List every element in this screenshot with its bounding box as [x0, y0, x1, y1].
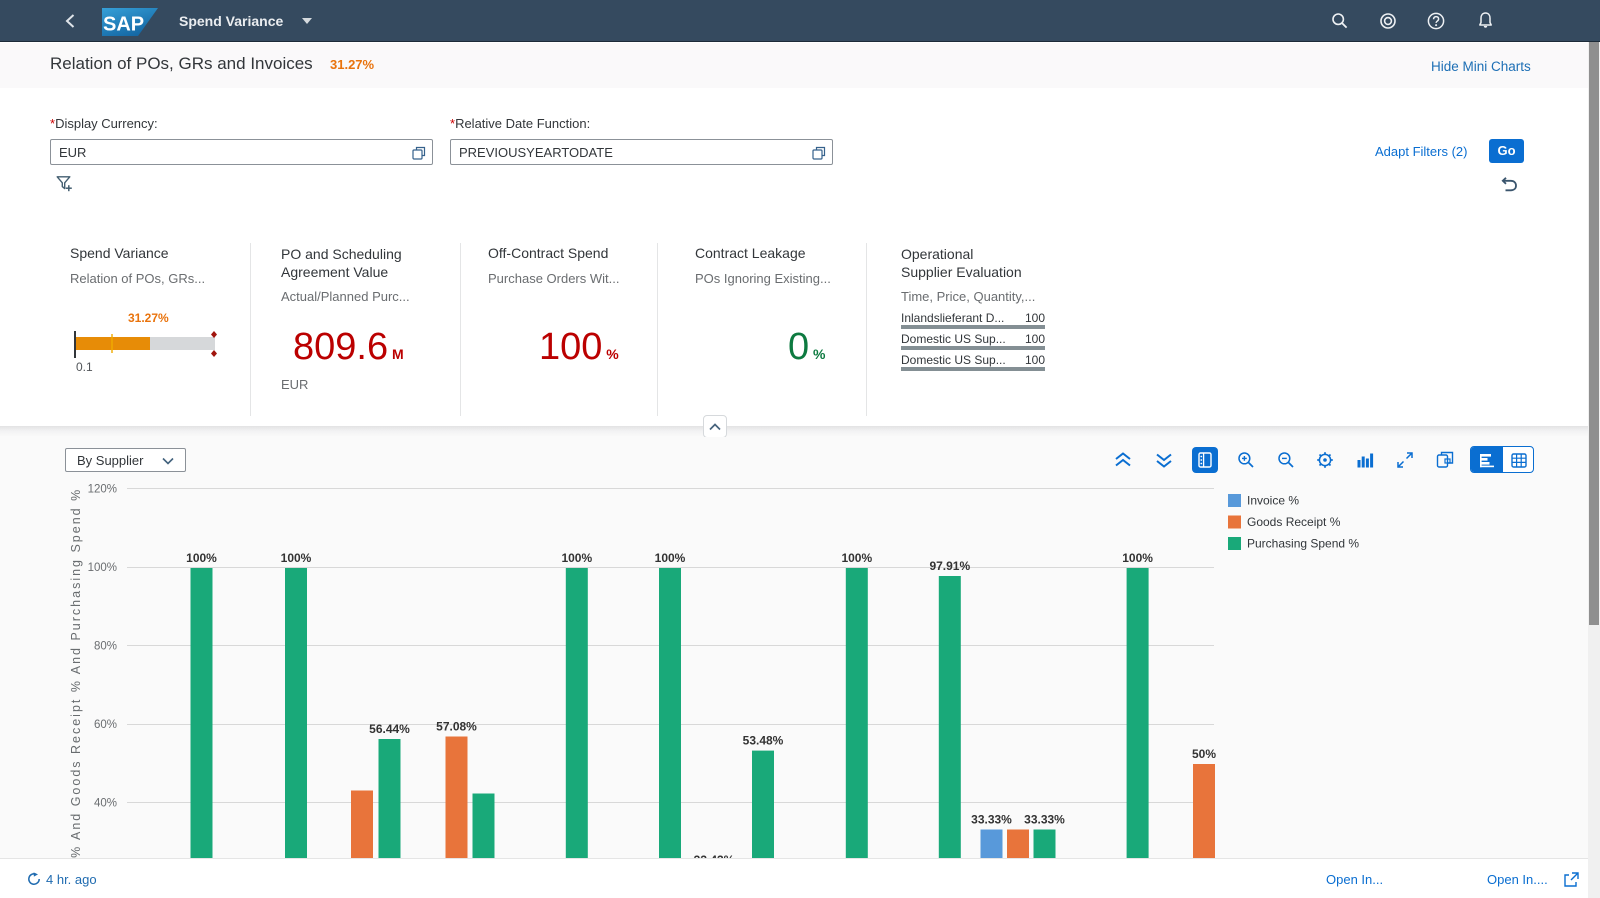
svg-text:60%: 60% — [94, 719, 117, 731]
svg-text:50%: 50% — [1192, 747, 1216, 761]
svg-text:100%: 100% — [1122, 551, 1153, 565]
svg-text:Invoice % And Goods Receipt %: Invoice % And Goods Receipt % And Purcha… — [69, 488, 83, 858]
svg-text:33.33%: 33.33% — [1024, 813, 1065, 827]
svg-text:100%: 100% — [281, 551, 312, 565]
svg-text:Invoice %: Invoice % — [1247, 494, 1299, 508]
svg-text:SAP: SAP — [103, 14, 144, 36]
svg-text:40%: 40% — [94, 798, 117, 810]
svg-text:Goods Receipt %: Goods Receipt % — [1247, 515, 1341, 529]
svg-text:100%: 100% — [841, 551, 872, 565]
svg-text:100%: 100% — [186, 551, 217, 565]
svg-text:33.43%: 33.43% — [694, 853, 735, 858]
svg-text:80%: 80% — [94, 641, 117, 653]
svg-text:100%: 100% — [88, 562, 117, 574]
svg-text:57.08%: 57.08% — [436, 720, 477, 734]
svg-text:56.44%: 56.44% — [369, 722, 410, 736]
svg-text:100%: 100% — [655, 551, 686, 565]
svg-text:Purchasing Spend %: Purchasing Spend % — [1247, 537, 1359, 551]
svg-text:53.48%: 53.48% — [743, 734, 784, 748]
svg-text:120%: 120% — [88, 484, 117, 496]
svg-text:33.33%: 33.33% — [971, 813, 1012, 827]
svg-text:100%: 100% — [561, 551, 592, 565]
svg-text:97.91%: 97.91% — [929, 559, 970, 573]
